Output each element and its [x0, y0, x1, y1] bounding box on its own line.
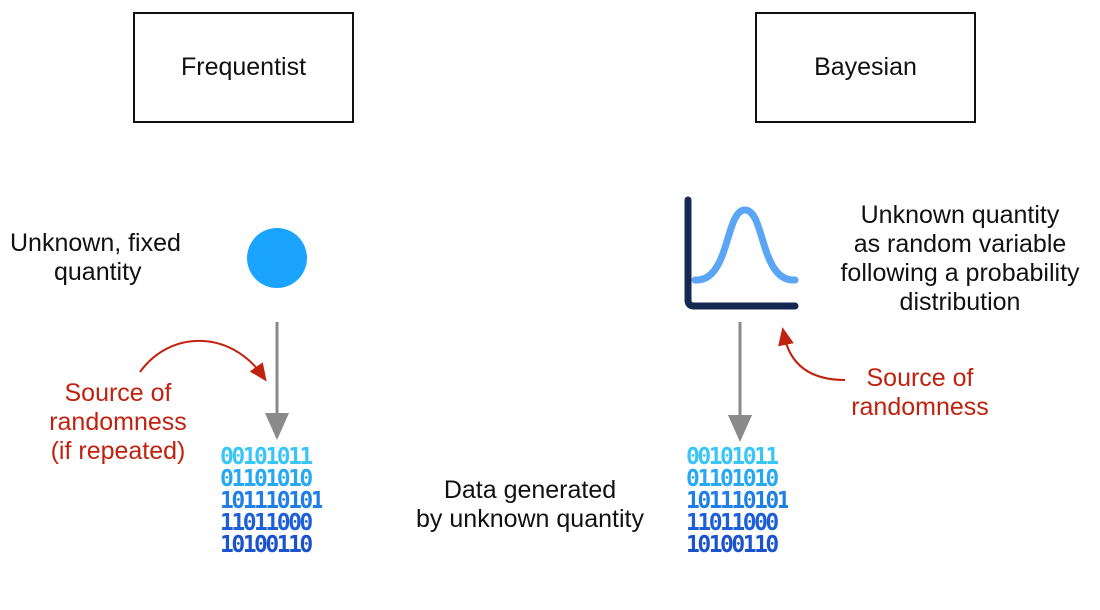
fixed-quantity-dot [247, 228, 307, 288]
frequentist-randomness-label: Source of randomness (if repeated) [49, 379, 187, 465]
frequentist-box: Frequentist [133, 12, 354, 123]
fixed-quantity-label: Unknown, fixed quantity [10, 229, 181, 286]
data-generated-label: Data generated by unknown quantity [416, 476, 644, 533]
frequentist-randomness-arrow [139, 339, 267, 382]
bayesian-binary-data: 00101011 01101010 101110101 11011000 1010011… [686, 444, 791, 558]
bayesian-quantity-label: Unknown quantity as random variable foll… [840, 201, 1080, 316]
bayesian-box: Bayesian [755, 12, 976, 123]
bayesian-title: Bayesian [814, 53, 917, 81]
bayesian-randomness-label: Source of randomness [851, 364, 989, 421]
distribution-curve-icon [684, 196, 799, 310]
frequentist-binary-data: 00101011 01101010 101110101 11011000 1010011… [220, 444, 325, 558]
bayesian-randomness-arrow [778, 327, 846, 381]
frequentist-title: Frequentist [180, 53, 307, 81]
